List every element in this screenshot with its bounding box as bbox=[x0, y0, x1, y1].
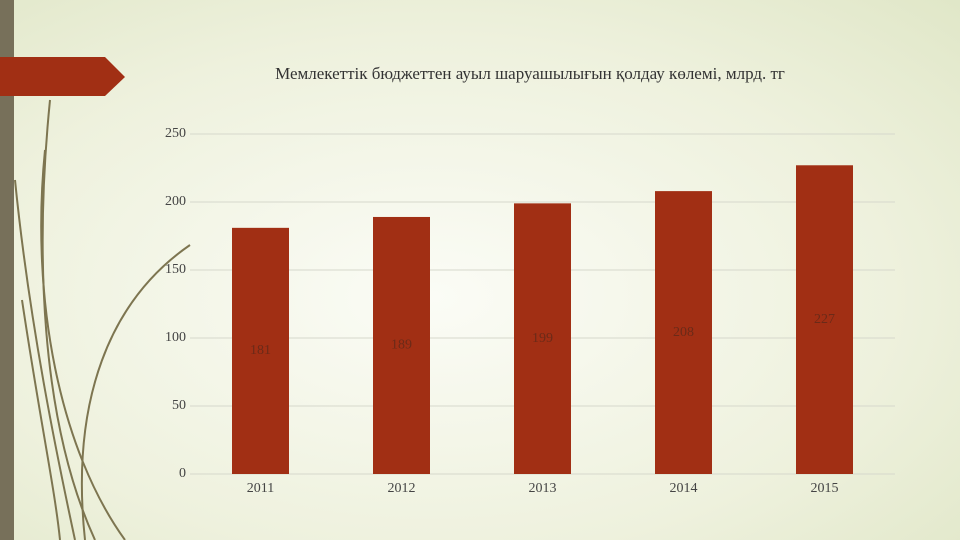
value-label: 208 bbox=[673, 325, 694, 340]
x-tick-label: 2013 bbox=[529, 481, 557, 496]
y-tick-label: 150 bbox=[165, 262, 186, 277]
y-tick-label: 0 bbox=[179, 466, 186, 481]
value-label: 199 bbox=[532, 331, 553, 346]
x-tick-label: 2012 bbox=[388, 481, 416, 496]
bar bbox=[796, 165, 853, 474]
chart-title: Мемлекеттік бюджеттен ауыл шаруашылығын … bbox=[275, 64, 785, 83]
value-label: 189 bbox=[391, 338, 412, 353]
bar bbox=[655, 191, 712, 474]
x-tick-label: 2011 bbox=[247, 481, 274, 496]
bar bbox=[373, 216, 430, 474]
bar bbox=[232, 227, 289, 474]
x-tick-label: 2014 bbox=[670, 481, 698, 496]
x-tick-label: 2015 bbox=[811, 481, 839, 496]
decoration bbox=[14, 99, 191, 540]
title-marker bbox=[0, 57, 125, 96]
y-tick-label: 50 bbox=[172, 398, 186, 413]
y-tick-label: 200 bbox=[165, 194, 186, 209]
value-label: 181 bbox=[250, 343, 271, 358]
bar bbox=[514, 203, 571, 475]
y-tick-label: 250 bbox=[165, 126, 186, 141]
plot-area: 0 50 100 150 200 250 2011 181 2012 189 2013 199 2014… bbox=[165, 126, 895, 496]
value-label: 227 bbox=[814, 312, 835, 327]
y-tick-label: 100 bbox=[165, 330, 186, 345]
side-stripe bbox=[0, 0, 14, 540]
